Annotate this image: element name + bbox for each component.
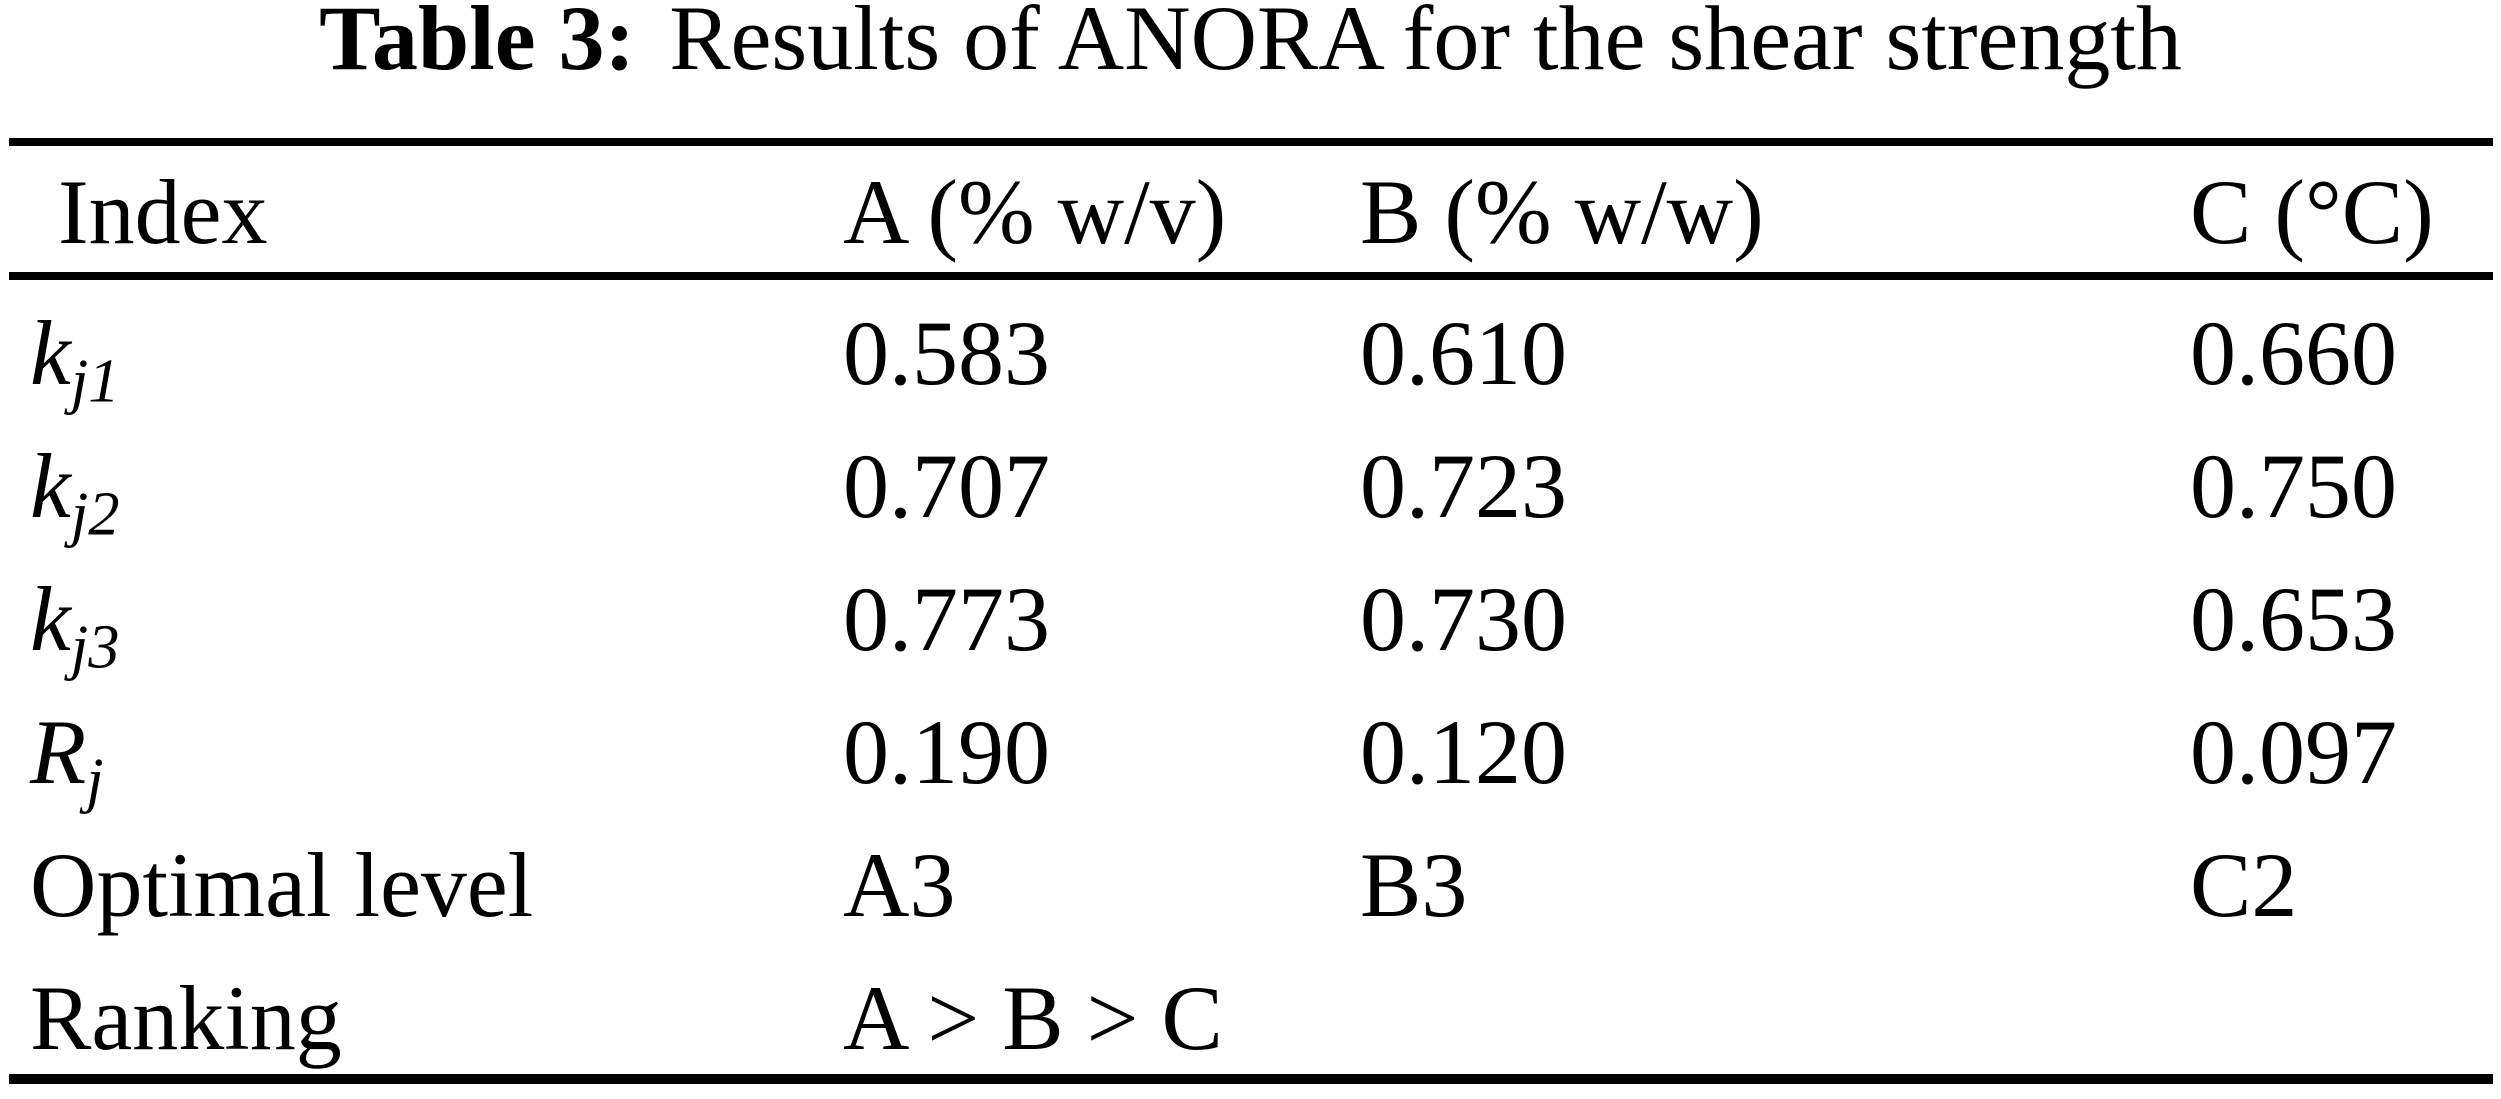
cell-value: 0.750 [2190,435,2397,537]
bottom-rule [9,1074,2493,1084]
cell-value: 0.773 [843,568,1050,670]
cell-value: 0.660 [2190,302,2397,404]
table-row-optimal-level: Optimal level A3 B3 C2 [30,804,2490,937]
cell-value [2190,937,2490,1070]
row-label: kj2 [30,435,120,549]
table-row-kj1: kj1 0.583 0.610 0.660 [30,272,2490,416]
cell-value: 0.653 [2190,568,2397,670]
cell-value: 0.730 [1360,568,1567,670]
column-header-a: A (% w/v) [843,161,1227,263]
table-row-rj: Rj 0.190 0.120 0.097 [30,671,2490,815]
table-row-kj3: kj3 0.773 0.730 0.653 [30,538,2490,682]
column-header-b: B (% w/w) [1360,161,1764,263]
top-rule [9,138,2493,146]
row-label: kj1 [30,302,120,416]
cell-value: 0.120 [1360,701,1567,803]
cell-value: A3 [843,834,956,936]
row-label: Optimal level [30,834,534,936]
cell-value: A > B > C [843,967,1223,1069]
cell-value: C2 [2190,834,2298,936]
column-header-index: Index [58,161,268,263]
cell-value: 0.190 [843,701,1050,803]
table-row-ranking: Ranking A > B > C [30,937,2490,1070]
table-caption: Table 3: Results of ANORA for the shear s… [0,0,2501,84]
table-header-row: Index A (% w/v) B (% w/w) C (°C) [30,146,2490,272]
cell-value: 0.097 [2190,701,2397,803]
cell-value: 0.707 [843,435,1050,537]
table-caption-number: Table 3: [319,0,636,89]
table-caption-text: Results of ANORA for the shear strength [669,0,2182,89]
column-header-c: C (°C) [2190,161,2434,263]
row-label: Ranking [30,967,342,1069]
table-row-kj2: kj2 0.707 0.723 0.750 [30,405,2490,549]
results-table: Index A (% w/v) B (% w/w) C (°C) kj1 0.5… [30,146,2490,1070]
header-rule [9,272,2493,280]
cell-value: 0.723 [1360,435,1567,537]
cell-value: B3 [1360,834,1468,936]
row-label: Rj [30,701,104,815]
row-label: kj3 [30,568,120,682]
cell-value [1360,937,2190,1070]
cell-value: 0.583 [843,302,1050,404]
cell-value: 0.610 [1360,302,1567,404]
